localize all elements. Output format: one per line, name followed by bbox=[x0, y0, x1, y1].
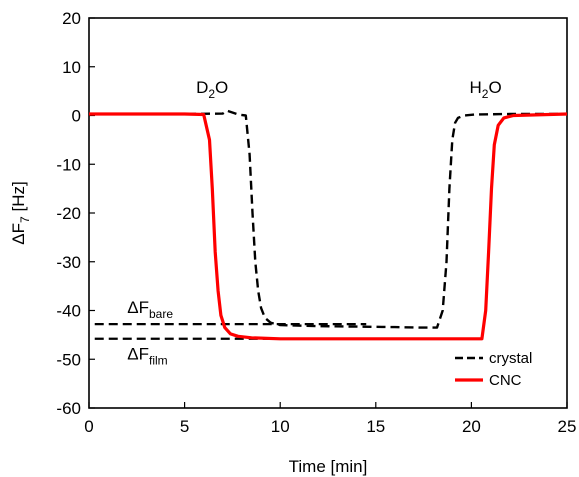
series-group bbox=[89, 109, 568, 341]
x-tick-label: 25 bbox=[558, 417, 577, 436]
y-tick-label: -60 bbox=[56, 399, 81, 418]
legend: crystal CNC bbox=[455, 350, 532, 389]
y-axis-title: ΔF7 [Hz] bbox=[9, 181, 32, 244]
y-tick-label: -10 bbox=[56, 155, 81, 174]
h2o-label-part: H bbox=[469, 78, 481, 97]
delta-f-bare-label-part: ΔF bbox=[127, 298, 149, 317]
x-axis-title: Time [min] bbox=[289, 457, 368, 476]
d2o-label-part: D bbox=[196, 78, 208, 97]
y-axis-title-sub: 7 bbox=[18, 216, 32, 223]
x-tick-label: 10 bbox=[271, 417, 290, 436]
h2o-label-part: O bbox=[488, 78, 501, 97]
y-tick-label: -20 bbox=[56, 204, 81, 223]
delta-f-bare-label: ΔFbare bbox=[127, 298, 173, 321]
y-tick-label: 0 bbox=[72, 107, 81, 126]
delta-f-film-label: ΔFfilm bbox=[127, 344, 167, 367]
delta-f-film-label-part: film bbox=[149, 353, 168, 367]
d2o-label: D2O bbox=[196, 78, 228, 101]
delta-f-film-label-part: ΔF bbox=[127, 344, 149, 363]
h2o-label-part: 2 bbox=[482, 87, 489, 101]
y-tick-label: -40 bbox=[56, 302, 81, 321]
h2o-label: H2O bbox=[469, 78, 501, 101]
x-tick-label: 20 bbox=[462, 417, 481, 436]
y-tick-label: -50 bbox=[56, 350, 81, 369]
y-tick-label: 20 bbox=[62, 9, 81, 28]
x-axis: 0 5 10 15 20 25 bbox=[84, 402, 576, 436]
series-line-crystal bbox=[89, 109, 567, 329]
delta-f-bare-label-part: bare bbox=[149, 307, 173, 321]
d2o-label-part: 2 bbox=[208, 87, 215, 101]
legend-label-crystal: crystal bbox=[489, 350, 532, 367]
series-line-cnc bbox=[89, 112, 568, 341]
y-axis-title-base: ΔF bbox=[9, 223, 28, 245]
x-tick-label: 0 bbox=[84, 417, 93, 436]
legend-label-cnc: CNC bbox=[489, 372, 522, 389]
x-tick-label: 15 bbox=[366, 417, 385, 436]
d2o-label-part: O bbox=[215, 78, 228, 97]
y-tick-label: -30 bbox=[56, 253, 81, 272]
y-tick-label: 10 bbox=[62, 58, 81, 77]
x-tick-label: 5 bbox=[180, 417, 189, 436]
y-axis: 20 10 0 -10 -20 -30 -40 -50 -60 bbox=[56, 9, 95, 418]
y-axis-title-rest: [Hz] bbox=[9, 181, 28, 216]
